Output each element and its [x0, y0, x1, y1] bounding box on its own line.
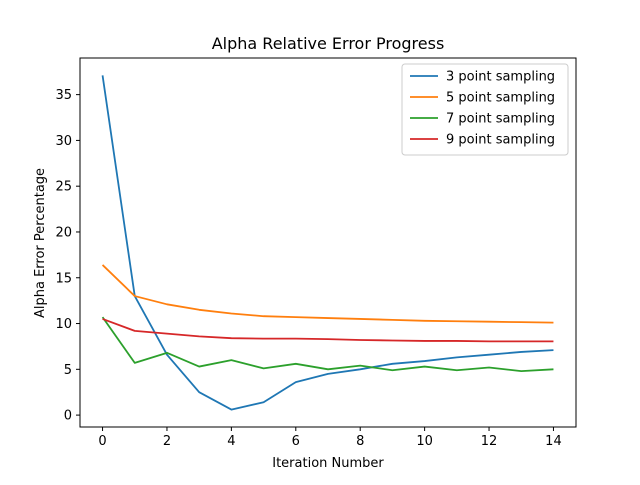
x-tick-label: 0 — [98, 434, 106, 449]
series-line-1 — [101, 75, 554, 411]
y-tick-label: 35 — [55, 88, 72, 103]
legend-label-2: 5 point sampling — [446, 91, 555, 106]
x-tick-label: 8 — [356, 434, 364, 449]
y-axis: 0 5 10 15 20 25 30 35 — [55, 88, 80, 424]
axes — [79, 57, 577, 428]
x-tick-label: 2 — [163, 434, 171, 449]
y-axis-label: Alpha Error Percentage — [33, 168, 48, 318]
x-tick-label: 14 — [545, 434, 562, 449]
y-tick-label: 20 — [55, 225, 72, 240]
plot-area — [101, 75, 554, 411]
series-line-2 — [101, 264, 554, 324]
x-tick-label: 4 — [227, 434, 235, 449]
y-tick-label: 25 — [55, 180, 72, 195]
x-tick-label: 10 — [416, 434, 433, 449]
legend-label-3: 7 point sampling — [446, 112, 555, 127]
y-tick-label: 0 — [64, 409, 72, 424]
series-line-3 — [101, 316, 554, 373]
y-tick-label: 10 — [55, 317, 72, 332]
y-tick-label: 15 — [55, 271, 72, 286]
x-tick-label: 6 — [292, 434, 300, 449]
legend-label-1: 3 point sampling — [446, 70, 555, 85]
y-tick-label: 5 — [64, 363, 72, 378]
series-line-4 — [102, 318, 554, 343]
chart-title: Alpha Relative Error Progress — [212, 34, 445, 53]
legend-box — [401, 63, 569, 156]
x-axis-label: Iteration Number — [272, 456, 384, 471]
legend-label-4: 9 point sampling — [446, 133, 555, 148]
x-axis: 0 2 4 6 8 10 12 14 — [98, 427, 562, 449]
y-tick-label: 30 — [55, 134, 72, 149]
x-tick-label: 12 — [481, 434, 498, 449]
legend: 3 point sampling 5 point sampling 7 point … — [401, 63, 569, 156]
axes-frame — [79, 57, 577, 428]
